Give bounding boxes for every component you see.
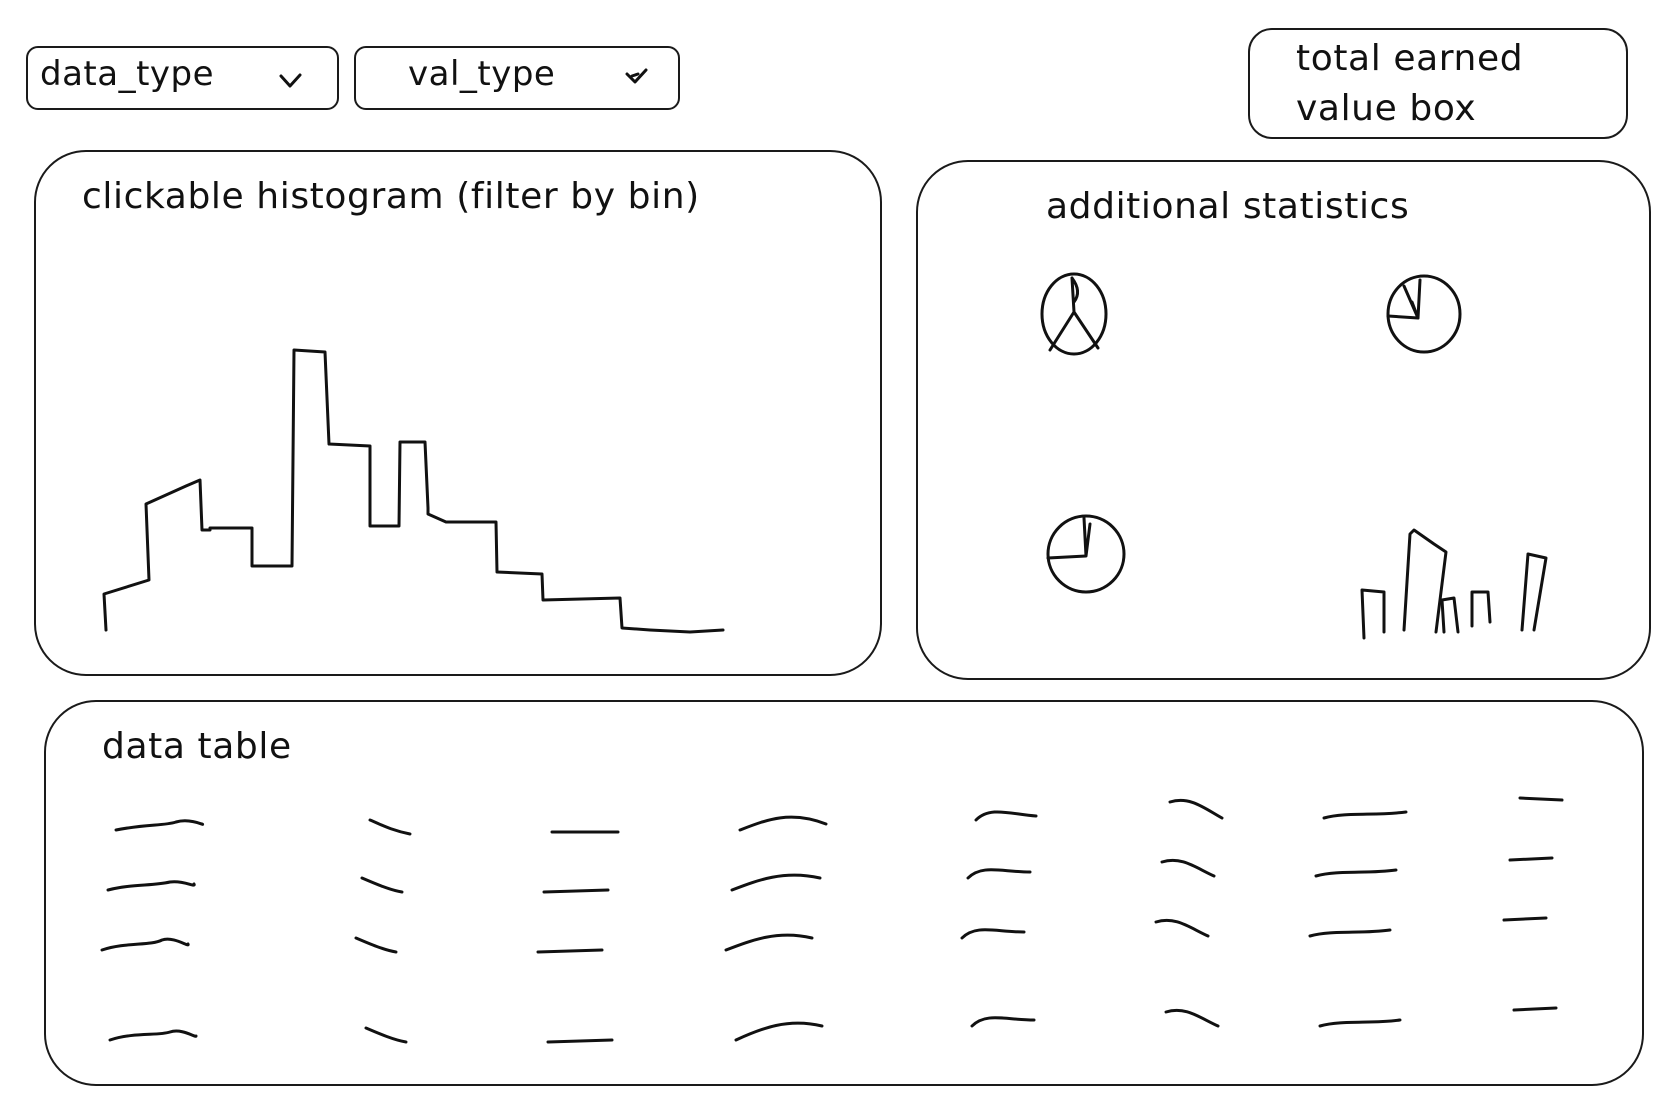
chevron-down-icon xyxy=(279,73,302,88)
histogram-panel: clickable histogram (filter by bin) xyxy=(34,150,882,676)
data-table-panel: data table xyxy=(44,700,1644,1086)
table-row xyxy=(100,916,1548,954)
table-row xyxy=(108,1006,1558,1044)
pie-chart-icon xyxy=(1386,274,1462,354)
val-type-dropdown[interactable]: val_type xyxy=(354,46,680,110)
pie-chart-icon xyxy=(1046,514,1126,594)
data-table-title: data table xyxy=(102,726,292,767)
bar-chart-icon xyxy=(1360,528,1448,640)
val-type-dropdown-label: val_type xyxy=(408,54,556,94)
pie-chart-icon xyxy=(1040,272,1108,356)
chevron-down-icon xyxy=(625,68,648,84)
table-row xyxy=(114,796,1564,836)
total-earned-value-label: total earned value box xyxy=(1296,38,1524,129)
bar-chart-icon xyxy=(1440,552,1548,634)
histogram-chart[interactable] xyxy=(36,152,884,678)
data-type-dropdown-label: data_type xyxy=(40,54,215,94)
table-row xyxy=(106,856,1554,894)
statistics-panel: additional statistics xyxy=(916,160,1651,680)
mini-charts xyxy=(1040,272,1548,640)
data-table-placeholder-rows xyxy=(100,796,1564,1044)
statistics-panel-title: additional statistics xyxy=(1046,186,1410,227)
total-earned-value-box: total earned value box xyxy=(1248,28,1628,139)
data-type-dropdown[interactable]: data_type xyxy=(26,46,339,110)
histogram-outline xyxy=(102,348,725,634)
histogram-panel-title: clickable histogram (filter by bin) xyxy=(82,176,700,217)
